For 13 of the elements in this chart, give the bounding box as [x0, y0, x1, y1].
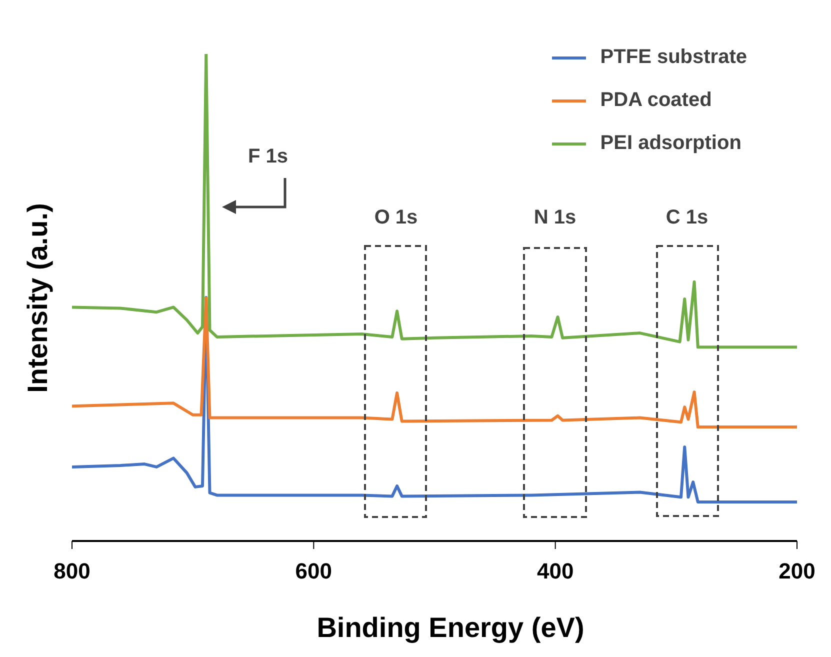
x-tick-label: 600 [295, 558, 332, 584]
y-axis-title: Intensity (a.u.) [22, 203, 54, 393]
annotation: N 1s [534, 206, 576, 230]
annotation: F 1s [248, 146, 288, 168]
x-tick-label: 400 [536, 558, 574, 584]
annotation: C 1s [666, 206, 708, 230]
legend-label: PDA coated [600, 89, 712, 112]
x-axis-title: Binding Energy (eV) [316, 612, 586, 644]
legend-label: PTFE substrate [600, 46, 747, 69]
x-tick-label: 800 [54, 558, 90, 584]
legend-label: PEI adsorption [600, 132, 742, 155]
annotation: O 1s [374, 206, 418, 230]
x-tick-label: 200 [778, 558, 816, 584]
